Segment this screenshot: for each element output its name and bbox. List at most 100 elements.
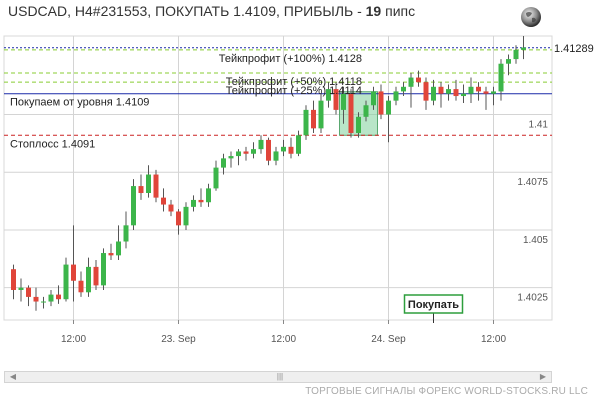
- candle: [438, 82, 444, 108]
- x-tick-label: 24. Sep: [371, 334, 406, 345]
- candle-body: [476, 86, 481, 92]
- candle: [26, 285, 31, 307]
- plot-frame: [3, 35, 553, 321]
- current-price-label: 1.41289: [554, 43, 594, 55]
- candle-body: [131, 186, 136, 226]
- candle-body: [41, 301, 46, 303]
- candle: [288, 137, 294, 159]
- y-tick-label: 1.4075: [517, 177, 548, 188]
- candle: [48, 289, 54, 307]
- candle-body: [273, 151, 279, 161]
- candle: [513, 45, 519, 64]
- candle-body: [288, 146, 294, 154]
- x-tick-label: 23. Sep: [161, 334, 196, 345]
- candle-body: [176, 211, 181, 226]
- candle-body: [153, 174, 159, 198]
- buy-marker: Покупать: [403, 294, 464, 323]
- candle: [236, 149, 241, 166]
- scroll-thumb[interactable]: |||: [276, 372, 284, 381]
- candle: [461, 84, 466, 103]
- candle: [386, 96, 391, 143]
- candle-body: [378, 91, 384, 115]
- candle-body: [468, 86, 474, 94]
- chart-title: USDCAD, H4#231553, ПОКУПАТЬ 1.4109, ПРИБ…: [8, 3, 415, 19]
- candle-body: [483, 91, 489, 94]
- candle: [11, 264, 16, 300]
- candle: [318, 93, 324, 133]
- candle-body: [393, 91, 399, 101]
- y-tick-label: 1.4025: [517, 293, 548, 304]
- candle-body: [56, 294, 61, 300]
- x-tick-label: 12:00: [61, 334, 86, 345]
- candle-body: [513, 49, 519, 60]
- candle: [416, 70, 421, 87]
- title-prefix: USDCAD, H4#231553, ПОКУПАТЬ 1.4109, ПРИБ…: [8, 3, 366, 19]
- axes: 1.4025 1.405 1.4075 1.41 12:00 23. Sep 12:00 24…: [61, 120, 548, 345]
- candle-body: [446, 89, 451, 94]
- candle: [521, 36, 526, 60]
- candle: [296, 130, 301, 157]
- candle: [56, 285, 61, 304]
- candle: [138, 174, 144, 200]
- candle: [221, 153, 226, 175]
- candle-body: [408, 77, 414, 87]
- candle-body: [63, 264, 69, 300]
- candle: [491, 86, 496, 106]
- candle: [183, 202, 189, 230]
- candle: [71, 225, 76, 302]
- candle-body: [281, 146, 286, 152]
- candle: [86, 257, 91, 297]
- candle-body: [348, 93, 354, 133]
- footer-credit: ТОРГОВЫЕ СИГНАЛЫ ФОРЕКС WORLD-STOCKS.RU …: [305, 386, 588, 397]
- candle-body: [221, 158, 226, 168]
- candle: [131, 179, 136, 230]
- candle: [213, 160, 219, 191]
- candle-body: [311, 109, 316, 129]
- candle: [363, 100, 369, 122]
- candle-body: [318, 100, 324, 129]
- candlestick-chart: Тейкпрофит (+100%) 1.4128 Тейкпрофит (+50…: [3, 35, 594, 345]
- candle: [93, 259, 99, 290]
- candle: [168, 199, 174, 217]
- horizontal-scrollbar[interactable]: ◀ ||| ▶: [4, 371, 552, 383]
- candle: [161, 188, 166, 212]
- candle-body: [266, 139, 271, 161]
- candle: [101, 248, 106, 290]
- candle-body: [333, 89, 339, 110]
- candle: [423, 77, 429, 110]
- scroll-right-arrow-icon[interactable]: ▶: [539, 372, 547, 381]
- candle-body: [146, 174, 151, 194]
- candle: [273, 146, 279, 166]
- candle-body: [33, 296, 39, 302]
- candle-body: [26, 287, 31, 297]
- candle: [198, 188, 204, 207]
- candle-body: [236, 151, 241, 157]
- candle: [266, 137, 271, 166]
- candle: [408, 72, 414, 108]
- level-label-entry: Покупаем от уровня 1.4109: [10, 97, 149, 109]
- candle-body: [161, 197, 166, 205]
- candle-body: [183, 206, 189, 226]
- candle-body: [423, 82, 429, 101]
- candle: [341, 86, 346, 124]
- candle: [258, 135, 264, 154]
- candle: [311, 100, 316, 133]
- candle: [378, 84, 384, 120]
- y-tick-label: 1.41: [529, 120, 549, 131]
- buy-marker-label: Покупать: [408, 299, 459, 311]
- candle: [41, 296, 46, 309]
- x-tick-label: 12:00: [271, 334, 296, 345]
- candle: [333, 82, 339, 115]
- candle-body: [356, 116, 361, 133]
- candle-body: [386, 100, 391, 115]
- candle-body: [498, 63, 504, 92]
- level-labels: Тейкпрофит (+100%) 1.4128 Тейкпрофит (+50…: [10, 43, 594, 323]
- candle-body: [303, 109, 309, 136]
- candle-body: [116, 241, 121, 256]
- globe-icon[interactable]: [520, 6, 542, 28]
- candle: [153, 169, 159, 203]
- candle: [468, 77, 474, 103]
- scroll-left-arrow-icon[interactable]: ◀: [9, 372, 17, 381]
- candle-body: [341, 93, 346, 110]
- candle-body: [453, 89, 459, 97]
